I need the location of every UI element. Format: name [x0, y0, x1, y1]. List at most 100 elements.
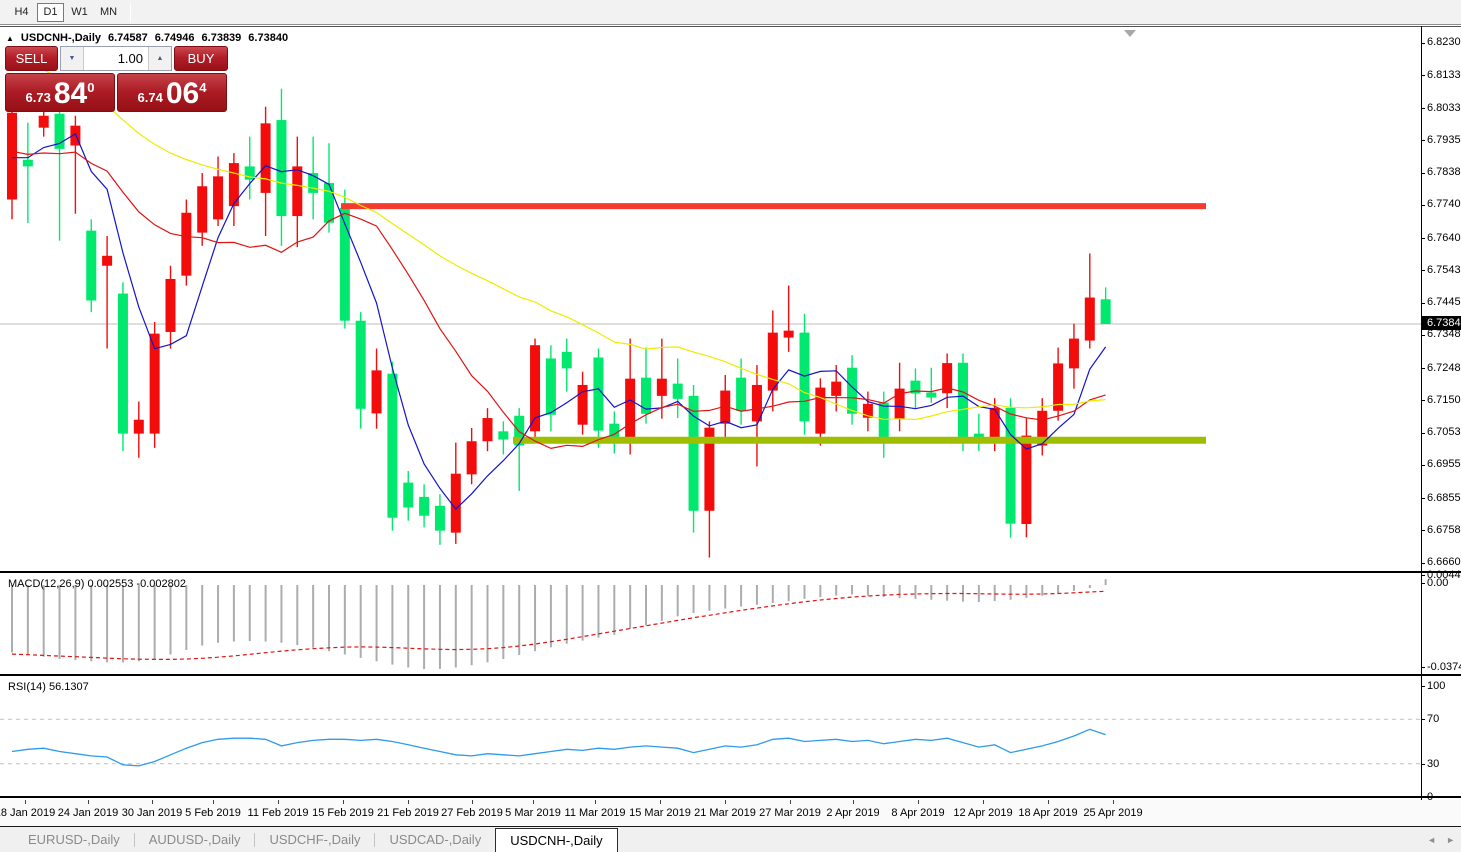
macd-axis-label: 0.00	[1427, 577, 1449, 589]
date-tick	[88, 800, 89, 804]
price-chart-panel[interactable]: ▲ USDCNH-,Daily 6.74587 6.74946 6.73839 …	[0, 26, 1461, 573]
chart-title: USDCNH-,Daily	[20, 32, 101, 44]
sell-price-button[interactable]: 6.73 84 0	[5, 73, 115, 112]
ohlc-open: 6.74587	[108, 32, 148, 44]
candlestick-chart-canvas[interactable]	[0, 27, 1421, 572]
date-tick	[983, 800, 984, 804]
volume-decrease-button[interactable]: ▼	[61, 47, 85, 70]
tab-scroll-right-icon[interactable]: ►	[1446, 835, 1455, 845]
date-label[interactable]: 8 Apr 2019	[891, 807, 945, 819]
rsi-indicator-panel[interactable]: RSI(14) 56.1307	[0, 678, 1461, 798]
date-tick	[408, 800, 409, 804]
date-label[interactable]: 18 Apr 2019	[1018, 807, 1078, 819]
tab-separator	[133, 832, 135, 847]
date-label[interactable]: 5 Feb 2019	[185, 807, 241, 819]
price-axis-tick	[1421, 562, 1425, 564]
date-tick	[533, 800, 534, 804]
rsi-canvas[interactable]	[0, 678, 1421, 796]
current-price-tag: 6.73840	[1422, 316, 1461, 331]
buy-price-small: 6.74	[137, 90, 163, 105]
timeframe-button-mn[interactable]: MN	[99, 6, 118, 18]
volume-input[interactable]	[84, 47, 149, 70]
price-axis-label: 6.79355	[1427, 133, 1461, 146]
chart-tab-usdcnh[interactable]: USDCNH-,Daily	[495, 828, 618, 852]
rsi-axis-label: 30	[1427, 757, 1440, 770]
chart-tabs: EURUSD-,Daily AUDUSD-,Daily USDCHF-,Daily U…	[14, 827, 618, 852]
price-axis-label: 6.71505	[1427, 393, 1461, 406]
date-tick	[278, 800, 279, 804]
sell-button[interactable]: SELL	[5, 46, 59, 71]
date-label[interactable]: 24 Jan 2019	[57, 807, 119, 819]
chart-tab-usdchf[interactable]: USDCHF-,Daily	[269, 832, 361, 847]
ma-34-line	[11, 53, 1106, 421]
price-axis-tick	[1421, 368, 1425, 370]
date-tick	[595, 800, 596, 804]
ma-13-line	[11, 150, 1106, 450]
price-axis-label: 6.81330	[1427, 68, 1461, 81]
sell-price-sup: 0	[87, 80, 95, 95]
timeframe-toolbar: H4 D1 W1 MN	[0, 0, 1461, 25]
date-tick	[918, 800, 919, 804]
date-tick	[25, 800, 26, 804]
macd-indicator-panel[interactable]: MACD(12,26,9) 0.002553 -0.002802	[0, 575, 1461, 676]
date-label[interactable]: 12 Apr 2019	[953, 807, 1013, 819]
date-label[interactable]: 21 Mar 2019	[694, 807, 756, 819]
buy-price-button[interactable]: 6.74 06 4	[117, 73, 227, 112]
price-axis-label: 6.73480	[1427, 328, 1461, 341]
date-label[interactable]: 25 Apr 2019	[1083, 807, 1143, 819]
date-label[interactable]: 11 Mar 2019	[564, 807, 626, 819]
date-label[interactable]: 21 Feb 2019	[377, 807, 439, 819]
chart-tab-audusd[interactable]: AUDUSD-,Daily	[148, 832, 241, 847]
date-label[interactable]: 27 Feb 2019	[441, 807, 503, 819]
collapse-chart-icon[interactable]: ▲	[6, 33, 14, 43]
price-axis-tick	[1421, 530, 1425, 532]
date-label[interactable]: 15 Mar 2019	[629, 807, 691, 819]
chart-header: ▲ USDCNH-,Daily 6.74587 6.74946 6.73839 …	[6, 32, 288, 44]
timeframe-button-h4[interactable]: H4	[14, 6, 29, 18]
date-label[interactable]: 30 Jan 2019	[121, 807, 183, 819]
rsi-label: RSI(14) 56.1307	[8, 681, 89, 693]
price-axis-label: 6.80330	[1427, 101, 1461, 114]
buy-price-sup: 4	[199, 80, 207, 95]
chart-tab-bar: EURUSD-,Daily AUDUSD-,Daily USDCHF-,Daily U…	[0, 826, 1461, 852]
price-axis-tick	[1421, 400, 1425, 402]
date-tick	[853, 800, 854, 804]
chart-shift-marker-icon[interactable]	[1124, 30, 1136, 37]
date-tick	[660, 800, 661, 804]
tab-scroll-left-icon[interactable]: ◄	[1427, 835, 1437, 845]
price-axis-tick	[1421, 140, 1425, 142]
macd-canvas[interactable]	[0, 575, 1421, 674]
date-label[interactable]: 18 Jan 2019	[0, 807, 56, 819]
date-tick	[472, 800, 473, 804]
arrow-down-icon: ▼	[68, 55, 76, 62]
macd-axis-tick	[1421, 583, 1425, 584]
macd-label: MACD(12,26,9) 0.002553 -0.002802	[8, 578, 186, 590]
chart-tab-usdcad[interactable]: USDCAD-,Daily	[389, 832, 482, 847]
ma-5-line	[12, 133, 1107, 510]
timeframe-button-w1[interactable]: W1	[71, 6, 88, 18]
rsi-axis-tick	[1421, 797, 1425, 798]
price-axis-label: 6.77405	[1427, 198, 1461, 211]
toolbar-separator	[130, 2, 131, 22]
ohlc-high: 6.74946	[154, 32, 195, 44]
price-axis-label: 6.67580	[1427, 523, 1461, 536]
buy-button[interactable]: BUY	[174, 46, 228, 71]
date-label[interactable]: 5 Mar 2019	[505, 807, 561, 819]
one-click-trade-panel: SELL ▼ ▲ BUY 6.73 84 0	[5, 46, 228, 112]
date-tick	[725, 800, 726, 804]
resistance-line	[341, 203, 1206, 210]
volume-increase-button[interactable]: ▲	[148, 47, 172, 70]
price-axis-border	[1421, 26, 1422, 800]
date-axis[interactable]: 18 Jan 2019 24 Jan 2019 30 Jan 2019 5 Feb 2…	[0, 800, 1461, 826]
date-label[interactable]: 11 Feb 2019	[247, 807, 309, 819]
price-axis-label: 6.69555	[1427, 458, 1461, 471]
timeframe-button-d1[interactable]: D1	[37, 2, 64, 22]
date-label[interactable]: 15 Feb 2019	[312, 807, 374, 819]
chart-tab-eurusd[interactable]: EURUSD-,Daily	[28, 832, 120, 847]
timeframe-buttons: H4 D1 W1 MN	[8, 2, 124, 22]
price-axis-label: 6.66605	[1427, 556, 1461, 569]
date-tick	[343, 800, 344, 804]
date-label[interactable]: 27 Mar 2019	[759, 807, 821, 819]
date-label[interactable]: 2 Apr 2019	[826, 807, 880, 819]
rsi-axis-tick	[1421, 719, 1425, 721]
